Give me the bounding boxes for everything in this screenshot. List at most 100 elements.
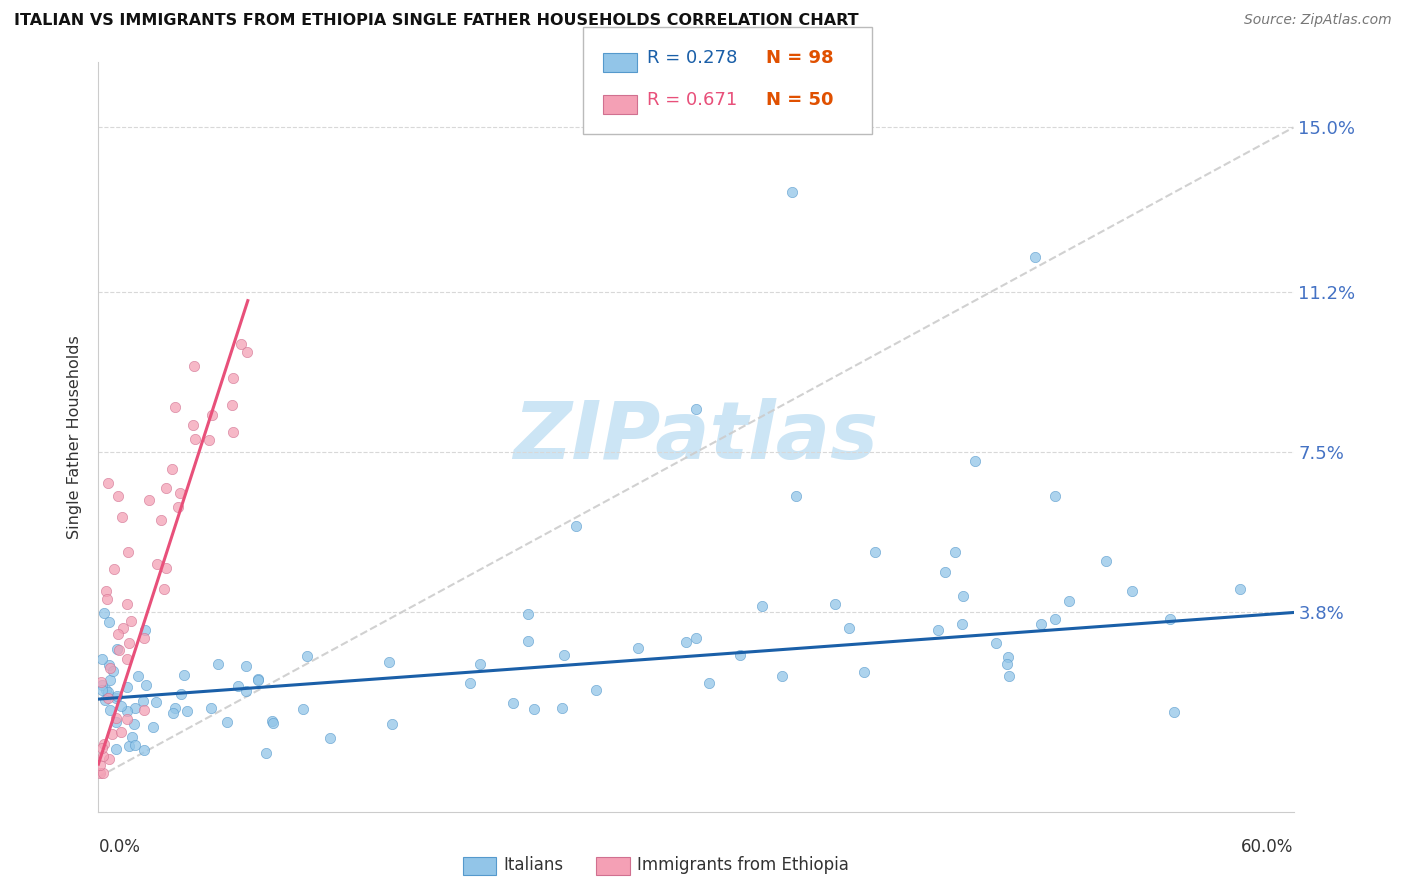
Point <box>93 737 115 751</box>
Point <box>93 607 115 621</box>
Point <box>170 687 193 701</box>
Point <box>107 489 129 503</box>
Point <box>963 454 986 468</box>
Point <box>254 747 277 761</box>
Point <box>89 765 111 780</box>
Point <box>111 510 134 524</box>
Point <box>98 703 121 717</box>
Point <box>134 624 156 638</box>
Point <box>107 643 129 657</box>
Point <box>235 684 257 698</box>
Point <box>163 701 186 715</box>
Point <box>103 664 125 678</box>
Point <box>995 657 1018 671</box>
Point <box>155 560 177 574</box>
Text: Immigrants from Ethiopia: Immigrants from Ethiopia <box>637 856 849 874</box>
Point <box>150 513 173 527</box>
Y-axis label: Single Father Households: Single Father Households <box>67 335 83 539</box>
Point <box>89 758 111 772</box>
Point <box>585 683 607 698</box>
Point <box>110 724 132 739</box>
Point <box>1059 593 1081 607</box>
Point <box>565 519 588 533</box>
Point <box>950 617 973 632</box>
Point <box>685 401 707 416</box>
Point <box>112 621 135 635</box>
Point <box>1159 612 1181 626</box>
Point <box>124 700 146 714</box>
Point <box>197 433 219 447</box>
Point <box>1163 705 1185 719</box>
Text: N = 50: N = 50 <box>766 91 834 109</box>
Point <box>97 475 120 490</box>
Point <box>117 597 139 611</box>
Point <box>104 711 127 725</box>
Point <box>262 714 284 728</box>
Point <box>145 695 167 709</box>
Point <box>1121 583 1143 598</box>
Point <box>91 652 114 666</box>
Point <box>90 674 112 689</box>
Text: N = 98: N = 98 <box>766 49 834 67</box>
Point <box>97 615 120 630</box>
Point <box>138 493 160 508</box>
Text: Italians: Italians <box>503 856 564 874</box>
Point <box>155 481 177 495</box>
Point <box>318 731 340 745</box>
Point <box>470 657 492 671</box>
Point <box>986 635 1008 649</box>
Point <box>96 584 118 599</box>
Point <box>1029 617 1052 632</box>
Point <box>837 621 859 635</box>
Point <box>105 642 128 657</box>
Point <box>153 582 176 596</box>
Point <box>94 693 117 707</box>
Point <box>91 741 114 756</box>
Point <box>865 545 887 559</box>
Point <box>502 696 524 710</box>
Point <box>110 698 132 713</box>
Point <box>134 631 156 645</box>
Point <box>997 649 1019 664</box>
Point <box>770 669 793 683</box>
Text: ZIPatlas: ZIPatlas <box>513 398 879 476</box>
Point <box>117 680 139 694</box>
Point <box>118 636 141 650</box>
Point <box>166 500 188 515</box>
Point <box>1024 250 1046 264</box>
Text: 0.0%: 0.0% <box>98 838 141 855</box>
Point <box>94 682 117 697</box>
Point <box>247 672 270 686</box>
Point <box>229 337 252 351</box>
Point <box>176 704 198 718</box>
Point <box>183 359 205 373</box>
Point <box>201 408 224 422</box>
Point <box>101 727 124 741</box>
Point <box>553 648 575 663</box>
Point <box>517 607 540 622</box>
Point <box>381 716 404 731</box>
Point <box>117 545 139 559</box>
Point <box>91 682 114 697</box>
Point <box>458 676 481 690</box>
Point <box>222 371 245 385</box>
Point <box>107 627 129 641</box>
Point <box>91 678 114 692</box>
Point <box>824 597 846 611</box>
Point <box>162 706 184 721</box>
Point <box>181 418 204 433</box>
Point <box>118 739 141 753</box>
Point <box>124 717 146 731</box>
Point <box>135 678 157 692</box>
Point <box>551 701 574 715</box>
Point <box>235 344 257 359</box>
Point <box>1043 612 1066 626</box>
Point <box>207 657 229 672</box>
Point <box>115 652 138 666</box>
Point <box>98 751 121 765</box>
Text: R = 0.671: R = 0.671 <box>647 91 737 109</box>
Point <box>115 712 138 726</box>
Point <box>200 701 222 715</box>
Point <box>852 665 875 679</box>
Point <box>730 648 752 663</box>
